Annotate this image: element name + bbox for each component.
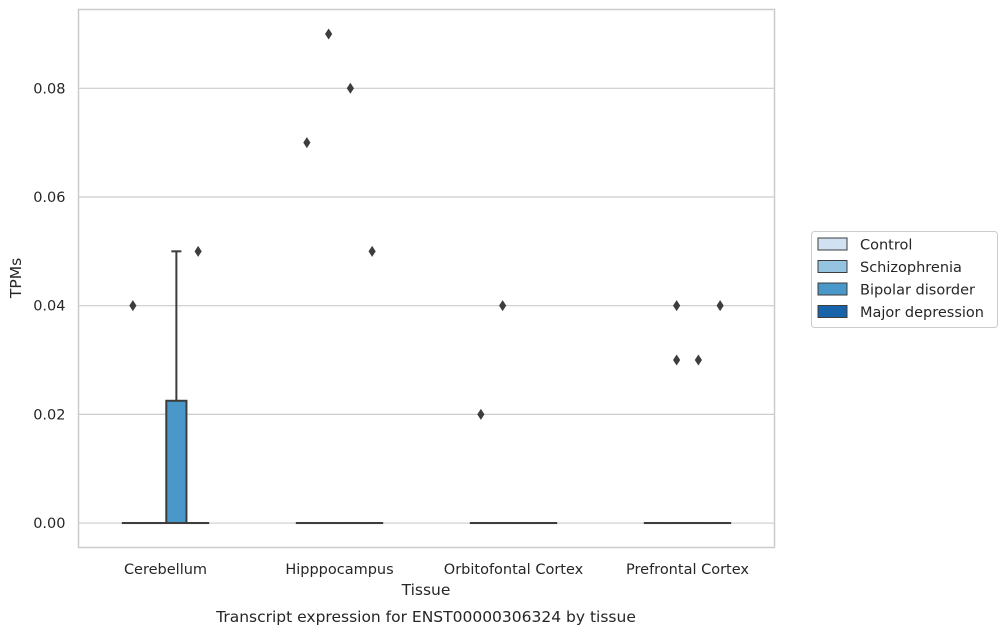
box	[165, 399, 188, 525]
legend-label: Schizophrenia	[860, 260, 962, 276]
outlier-point	[325, 28, 333, 40]
outlier-point	[477, 408, 485, 420]
outlier-point	[129, 300, 137, 312]
y-axis-ticks: 0.00 0.02 0.04 0.06 0.08	[33, 81, 65, 532]
outlier-point	[368, 245, 376, 257]
outlier-point	[499, 300, 507, 312]
plot-area-frame	[77, 8, 776, 549]
y-tick-label: 0.08	[33, 81, 65, 97]
x-axis-ticks: Cerebellum Hipppocampus Orbitofontal Corte…	[124, 562, 749, 578]
legend-swatch	[817, 305, 848, 318]
legend-frame	[811, 231, 998, 328]
x-tick-label: Orbitofontal Cortex	[444, 562, 584, 578]
outlier-point	[673, 354, 681, 366]
outlier-point	[303, 137, 311, 149]
outlier-point	[194, 245, 202, 257]
legend-label: Control	[860, 238, 912, 254]
legend-label: Bipolar disorder	[860, 283, 975, 299]
x-tick-label: Cerebellum	[124, 562, 207, 578]
box-plot-marks	[121, 28, 732, 525]
y-tick-label: 0.00	[33, 516, 65, 532]
y-axis-label: TPMs	[7, 258, 25, 299]
outlier-point	[346, 82, 354, 94]
x-tick-label: Hipppocampus	[285, 562, 393, 578]
legend-swatch	[817, 260, 848, 273]
x-tick-label: Prefrontal Cortex	[626, 562, 749, 578]
legend: Control Schizophrenia Bipolar disorder Majo…	[811, 231, 998, 328]
x-axis-label: Tissue	[401, 581, 451, 599]
y-tick-label: 0.04	[33, 299, 65, 315]
outlier-point	[673, 300, 681, 312]
outlier-point	[694, 354, 702, 366]
y-tick-label: 0.06	[33, 190, 65, 206]
legend-swatch	[817, 237, 848, 251]
legend-swatch	[817, 282, 848, 296]
legend-label: Major depression	[860, 305, 984, 321]
y-tick-label: 0.02	[33, 407, 65, 423]
chart-caption: Transcript expression for ENST0000030632…	[215, 608, 636, 626]
outlier-point	[716, 300, 724, 312]
